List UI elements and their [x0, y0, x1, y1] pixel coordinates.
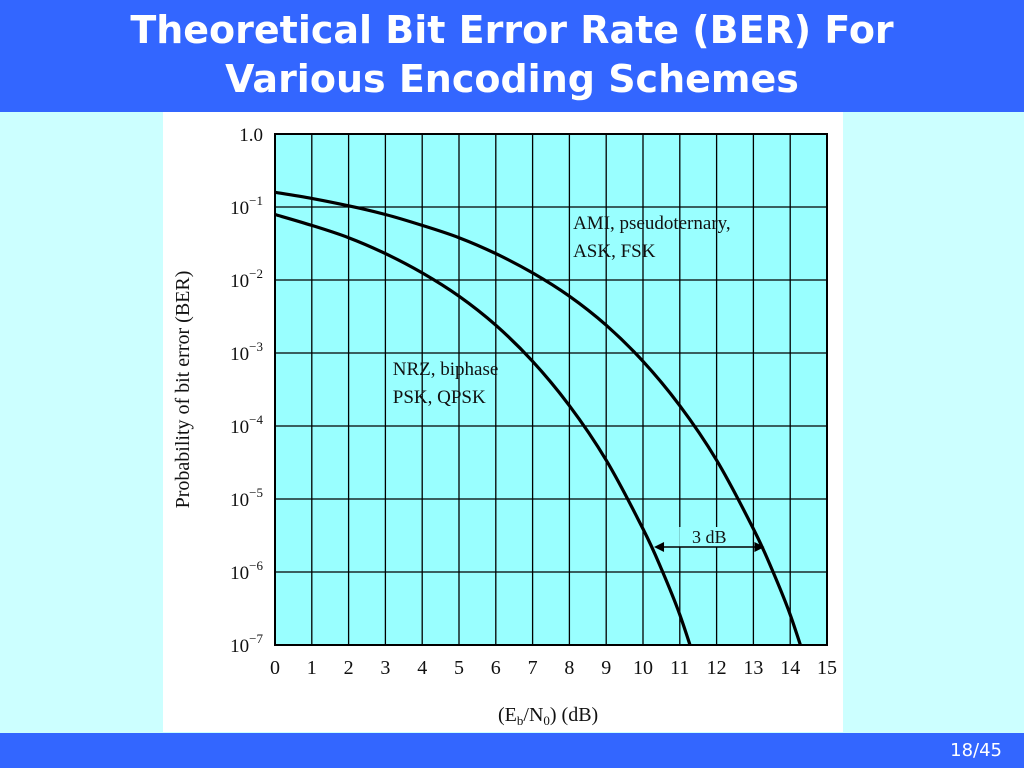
- y-tick-label: 10−7: [230, 631, 263, 657]
- x-tick-label: 6: [491, 657, 501, 679]
- annotation-label-bg: [679, 527, 740, 548]
- x-tick-label: 12: [707, 657, 727, 679]
- series-label-2-line-2: ASK, FSK: [573, 241, 656, 262]
- x-tick-label: 1: [307, 657, 317, 679]
- series-label-2-line-1: AMI, pseudoternary,: [573, 213, 731, 234]
- x-axis-label-sub-b: b: [517, 713, 524, 728]
- title-bar: Theoretical Bit Error Rate (BER) For Var…: [0, 0, 1024, 112]
- slide-title-line-2: Various Encoding Schemes: [225, 57, 799, 101]
- x-tick-labels: 0 1 2 3 4 5 6 7 8 9 10 11 12 13 14 15: [270, 657, 837, 679]
- annotation-arrowhead-left: [654, 542, 665, 553]
- curves: [275, 190, 803, 645]
- figure-panel: 3 dB 0 1 2 3 4 5 6 7 8 9 10 11 12 13 14 15 1.0 10−1 10−2 1…: [163, 112, 843, 732]
- y-axis-label: Probability of bit error (BER): [172, 271, 194, 509]
- ber-curve-1: [275, 212, 692, 645]
- slide-title-line-1: Theoretical Bit Error Rate (BER) For: [130, 8, 894, 52]
- annotation-group: 3 dB: [654, 527, 765, 553]
- annotation-arrowhead-right: [754, 542, 765, 553]
- y-tick-label: 10−1: [230, 193, 263, 219]
- y-tick-label: 10−5: [230, 485, 263, 511]
- x-axis-label-mid: /N: [523, 704, 543, 726]
- x-tick-label: 7: [528, 657, 538, 679]
- y-tick-label: 10−2: [230, 266, 263, 292]
- y-tick-label: 10−3: [230, 339, 263, 365]
- slide-title: Theoretical Bit Error Rate (BER) For Var…: [0, 6, 1024, 104]
- x-axis-label: (Eb/N0) (dB): [498, 704, 598, 728]
- plot-area: [275, 134, 827, 645]
- series-label-1-line-1: NRZ, biphase: [393, 359, 499, 380]
- y-tick-label: 1.0: [239, 125, 263, 146]
- plot-frame: [274, 133, 828, 646]
- x-tick-label: 3: [380, 657, 390, 679]
- ber-curve-2: [275, 190, 803, 645]
- x-tick-label: 5: [454, 657, 464, 679]
- x-tick-label: 15: [817, 657, 837, 679]
- y-tick-label: 10−6: [230, 558, 263, 584]
- x-tick-label: 14: [780, 657, 800, 679]
- x-tick-label: 11: [670, 657, 689, 679]
- y-tick-labels: 1.0 10−1 10−2 10−3 10−4 10−5 10−6 10−7: [230, 125, 263, 657]
- x-tick-label: 0: [270, 657, 280, 679]
- series-labels: NRZ, biphase PSK, QPSK AMI, pseudoternary,…: [393, 213, 731, 408]
- x-tick-label: 13: [743, 657, 763, 679]
- x-tick-label: 9: [601, 657, 611, 679]
- x-axis-label-sub-0: 0: [543, 713, 550, 728]
- x-axis-label-close: ) (dB): [550, 704, 598, 726]
- x-tick-label: 8: [564, 657, 574, 679]
- x-tick-label: 10: [633, 657, 653, 679]
- footer-bar: 18/45: [0, 733, 1024, 768]
- series-label-1-line-2: PSK, QPSK: [393, 387, 486, 408]
- y-tick-label: 10−4: [230, 412, 263, 438]
- x-tick-label: 4: [417, 657, 427, 679]
- x-tick-label: 2: [344, 657, 354, 679]
- ber-chart: 3 dB 0 1 2 3 4 5 6 7 8 9 10 11 12 13 14 15 1.010−110−21…: [172, 125, 837, 728]
- annotation-label: 3 dB: [692, 527, 727, 547]
- grid-lines: [274, 133, 828, 646]
- page-number: 18/45: [950, 740, 1002, 761]
- x-axis-label-open: (E: [498, 704, 517, 726]
